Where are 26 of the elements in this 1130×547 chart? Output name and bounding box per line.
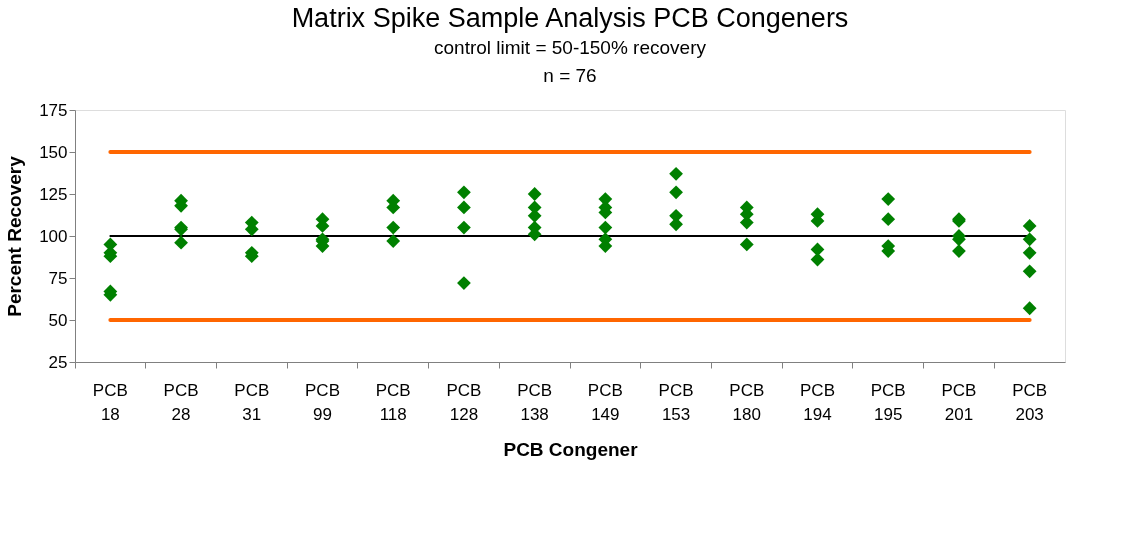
x-tick-label: PCB 99 <box>305 380 340 424</box>
x-tick-label: PCB 18 <box>92 380 128 424</box>
x-tick-label: PCB 203 <box>1012 380 1048 424</box>
x-tick-label: PCB 149 <box>587 380 623 424</box>
y-tick-label: 25 <box>48 352 68 372</box>
y-tick-label: 100 <box>39 226 68 246</box>
x-axis-title: PCB Congener <box>503 438 639 460</box>
chart-title: Matrix Spike Sample Analysis PCB Congeners <box>291 3 849 33</box>
x-tick-label: PCB 128 <box>446 380 482 424</box>
x-tick-label: PCB 118 <box>375 380 411 424</box>
x-tick-label: PCB 138 <box>517 380 553 424</box>
x-tick-label: PCB 195 <box>870 380 906 424</box>
x-tick-label: PCB 180 <box>729 380 765 424</box>
y-tick-label: 175 <box>39 100 68 120</box>
y-tick-label: 150 <box>39 142 68 162</box>
x-tick-label: PCB 28 <box>163 380 199 424</box>
chart-subtitle: control limit = 50-150% recovery <box>434 37 707 58</box>
x-tick-label: PCB 31 <box>234 380 270 424</box>
text: n = 76 <box>543 65 597 86</box>
x-tick-label: PCB 201 <box>941 380 977 424</box>
x-tick-label: PCB 153 <box>658 380 694 424</box>
y-axis-title: Percent Recovery <box>4 155 26 317</box>
y-tick-label: 50 <box>48 310 68 330</box>
y-tick-label: 75 <box>48 268 68 288</box>
y-tick-label: 125 <box>39 184 68 204</box>
x-tick-label: PCB 194 <box>800 380 835 424</box>
